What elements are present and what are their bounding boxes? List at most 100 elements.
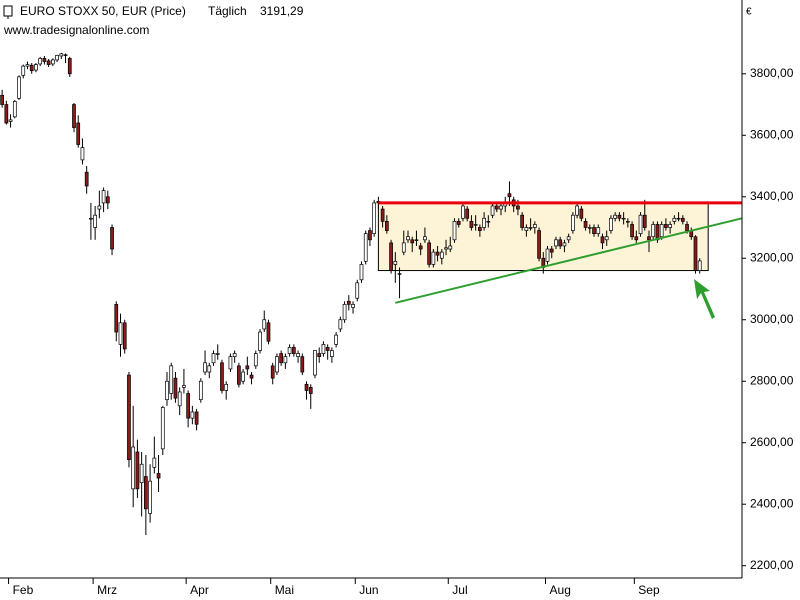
candle-body	[177, 391, 182, 407]
candle-body	[34, 64, 38, 71]
candle-body	[439, 251, 444, 259]
candle-body	[279, 353, 284, 364]
candle-body	[215, 353, 220, 355]
candle-body	[4, 104, 9, 124]
y-tick-label: 2200,00	[750, 558, 794, 572]
candle-body	[232, 353, 237, 357]
candle-body	[0, 94, 4, 105]
candle-body	[579, 208, 584, 219]
candle-body	[258, 331, 262, 351]
candle-body	[697, 260, 702, 271]
source: www.tradesignalonline.com	[3, 23, 149, 37]
candle-body	[275, 356, 279, 373]
candle-body	[156, 473, 161, 479]
y-tick-label: 3200,00	[750, 250, 794, 264]
y-tick-label: 3600,00	[750, 127, 794, 141]
candle-body	[114, 304, 119, 333]
candle-body	[228, 356, 233, 370]
candle-body	[148, 480, 152, 514]
candle-body	[287, 347, 292, 354]
y-tick-label: 3400,00	[750, 189, 794, 203]
candle-body	[190, 411, 195, 419]
candle-body	[118, 322, 123, 345]
candle-body	[296, 353, 300, 357]
candle-body	[38, 58, 43, 65]
candle-body	[664, 224, 668, 228]
candle-body	[414, 239, 419, 241]
candle-body	[266, 322, 271, 342]
candle-body	[80, 147, 85, 161]
candle-body	[308, 387, 313, 394]
candle-body	[634, 236, 639, 241]
candle-body	[418, 245, 423, 250]
candle-body	[406, 236, 410, 241]
candle-body	[575, 205, 579, 216]
candle-body	[194, 411, 199, 425]
candle-body	[131, 446, 136, 490]
candle-body	[135, 451, 140, 490]
y-tick-label: 2800,00	[750, 373, 794, 387]
x-tick-label: Jun	[359, 583, 378, 597]
candle-body	[317, 353, 322, 357]
x-tick-label: Feb	[13, 583, 34, 597]
candle-body	[253, 353, 258, 367]
candle-body	[651, 224, 656, 238]
candle-body	[524, 227, 529, 231]
candle-body	[435, 251, 440, 256]
candle-body	[642, 214, 647, 228]
candle-body	[532, 224, 537, 228]
candle-body	[693, 236, 698, 271]
candle-body	[241, 371, 245, 382]
candle-body	[42, 58, 47, 62]
candle-body	[609, 217, 613, 231]
candle-body	[571, 214, 575, 231]
candle-body	[478, 227, 482, 231]
candle-body	[72, 104, 76, 128]
candle-body	[12, 101, 17, 118]
candle-body	[685, 224, 689, 231]
candle-body	[29, 64, 34, 72]
candle-body	[385, 221, 389, 231]
candle-body	[325, 347, 330, 351]
x-tick-label: Mai	[275, 583, 294, 597]
candle-body	[291, 347, 296, 354]
candle-body	[596, 227, 601, 235]
candle-body	[558, 239, 563, 247]
trend-line	[395, 217, 743, 304]
candle-body	[410, 239, 415, 244]
candle-body	[600, 236, 605, 244]
x-tick-label: Jul	[452, 583, 467, 597]
plot-area	[0, 52, 743, 535]
candle-body	[76, 122, 81, 145]
candle-body	[520, 214, 524, 228]
candle-body	[355, 282, 360, 299]
candle-body	[473, 224, 478, 226]
candle-body	[461, 205, 465, 219]
candle-body	[676, 217, 681, 220]
candle-body	[368, 230, 372, 241]
candle-body	[621, 217, 626, 220]
candle-body	[545, 248, 550, 262]
candle-body	[448, 245, 453, 250]
candle-body	[549, 248, 554, 253]
candle-body	[393, 260, 398, 265]
candle-body	[160, 407, 165, 450]
candle-body	[165, 380, 169, 401]
candle-body	[372, 202, 377, 235]
candle-body	[17, 76, 21, 99]
candle-body	[516, 205, 520, 210]
candle-body	[659, 224, 664, 238]
candle-body	[389, 242, 393, 271]
candle-body	[617, 214, 622, 219]
candle-body	[224, 383, 229, 391]
candle-body	[338, 319, 343, 330]
candle-body	[127, 374, 131, 460]
candle-body	[465, 208, 470, 219]
candle-body	[346, 300, 351, 305]
candle-body	[638, 214, 643, 235]
candle-body	[423, 236, 427, 241]
candle-body	[101, 190, 106, 204]
candle-body	[270, 365, 275, 379]
candle-body	[220, 362, 224, 391]
